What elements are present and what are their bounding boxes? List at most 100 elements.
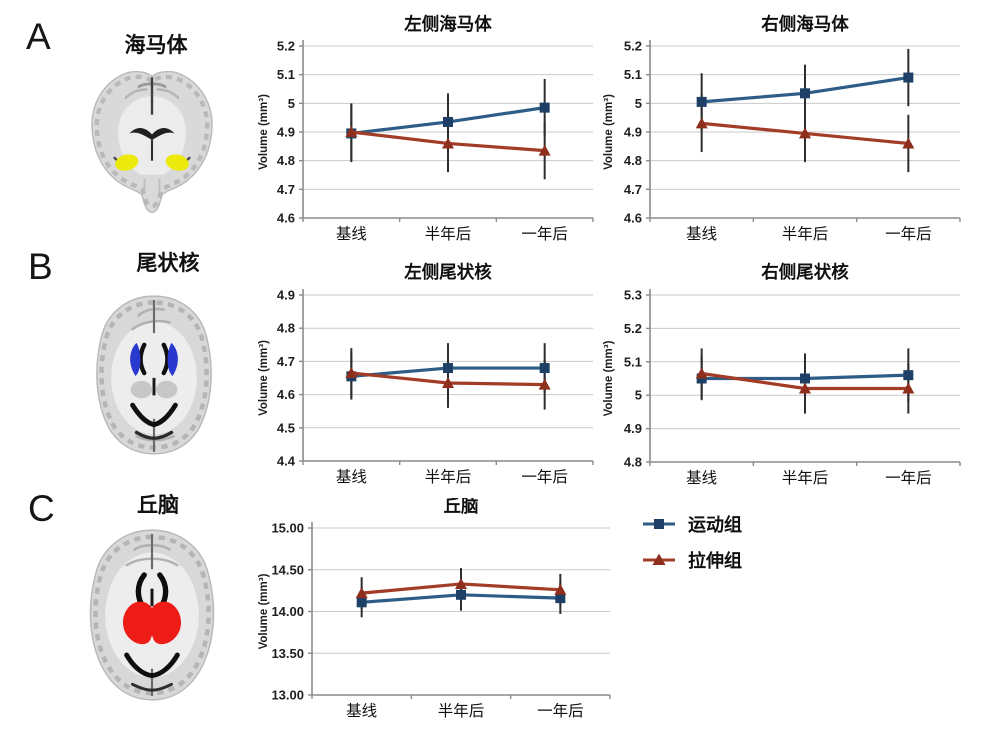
y-tick-labels: 5.2 5.1 5 4.9 4.8 4.7 4.6 [277, 39, 295, 226]
chart-svg-right-caudate: 5.3 5.2 5.1 5 4.9 4.8 基线 半年后 一年后 右侧尾状核 Volume (mm³… [603, 262, 961, 487]
brainstem-shading [143, 178, 161, 192]
series-exercise-group [356, 589, 566, 608]
marker-square [903, 72, 914, 83]
svg-text:半年后: 半年后 [438, 702, 485, 720]
svg-text:一年后: 一年后 [537, 702, 584, 720]
thalamus-left-gray [130, 380, 153, 399]
region-label-caudate: 尾状核 [136, 252, 200, 275]
caudate-highlight-left [130, 342, 141, 376]
gyrus-line [156, 88, 180, 100]
hippocampus-highlight-left [115, 154, 139, 171]
axes [646, 40, 961, 222]
marker-triangle [695, 117, 708, 129]
chart-title: 左侧尾状核 [404, 262, 492, 282]
brain-figure-caudate [80, 290, 228, 463]
marker-square [443, 363, 453, 374]
chart-title: 右侧尾状核 [760, 262, 849, 282]
x-tick-labels: 基线 半年后 一年后 [686, 469, 931, 487]
panel-letter-a: A [26, 16, 51, 57]
region-label-hippocampus: 海马体 [124, 34, 188, 57]
chart-title: 右侧海马体 [760, 14, 849, 34]
svg-text:5.1: 5.1 [624, 354, 642, 369]
series-stretch-group [695, 367, 915, 394]
posterior-horn-left [124, 652, 154, 678]
series-exercise-group [696, 72, 914, 107]
hippocampus-highlight-right [165, 154, 189, 171]
y-axis-label: Volume (mm³) [603, 94, 615, 170]
y-axis-label: Volume (mm³) [258, 340, 270, 416]
svg-text:5.2: 5.2 [277, 39, 295, 54]
y-tick-labels: 5.2 5.1 5 4.9 4.8 4.7 4.6 [624, 39, 642, 226]
chart-right-hippocampus: 5.2 5.1 5 4.9 4.8 4.7 4.6 基线 半年后 一年后 右侧海马体 Volume (… [600, 14, 972, 259]
marker-triangle [902, 382, 915, 394]
svg-text:4.7: 4.7 [624, 182, 642, 197]
svg-text:4.7: 4.7 [277, 354, 295, 369]
svg-text:一年后: 一年后 [885, 469, 932, 487]
series-stretch-group [695, 117, 915, 149]
svg-text:5: 5 [635, 388, 642, 403]
svg-text:14.00: 14.00 [271, 604, 304, 619]
marker-triangle [695, 367, 708, 379]
svg-text:13.00: 13.00 [271, 688, 304, 703]
svg-text:一年后: 一年后 [885, 225, 932, 243]
x-tick-labels: 基线 半年后 一年后 [336, 468, 568, 486]
chart-left-caudate: 4.9 4.8 4.7 4.6 4.5 4.4 基线 半年后 一年后 左侧尾状核 Volume (m… [255, 260, 600, 505]
marker-square [696, 373, 707, 384]
chart-title: 左侧海马体 [404, 14, 492, 34]
y-tick-labels: 4.9 4.8 4.7 4.6 4.5 4.4 [277, 288, 296, 469]
svg-text:4.9: 4.9 [277, 125, 295, 140]
axial-brain-slice [89, 529, 215, 701]
marker-triangle [455, 577, 467, 589]
svg-text:4.8: 4.8 [277, 153, 295, 168]
svg-text:5.2: 5.2 [624, 321, 642, 336]
white-matter [111, 321, 197, 435]
cortex-gyri-ring [93, 534, 211, 696]
y-tick-labels: 15.00 14.50 14.00 13.50 13.00 [271, 521, 304, 703]
marker-triangle [554, 583, 567, 595]
chart-title: 丘脑 [444, 498, 479, 516]
axes [299, 40, 594, 222]
chart-svg-thalamus: 15.00 14.50 14.00 13.50 13.00 基线 半年后 一年后 丘脑 Volum… [258, 496, 611, 720]
y-tick-labels: 5.3 5.2 5.1 5 4.9 4.8 [624, 288, 642, 470]
legend-label: 拉伸组 [688, 551, 742, 571]
marker-triangle [538, 378, 551, 390]
chart-legend: 运动组 拉伸组 [642, 506, 742, 578]
series-stretch-group [345, 367, 551, 390]
gyrus-line [124, 88, 148, 100]
legend-label: 运动组 [688, 515, 742, 535]
svg-text:14.50: 14.50 [271, 562, 304, 577]
axial-brain-slice [96, 295, 212, 455]
marker-triangle [345, 126, 358, 137]
y-axis-label: Volume (mm³) [603, 340, 615, 416]
svg-text:一年后: 一年后 [521, 225, 568, 243]
svg-text:4.4: 4.4 [277, 454, 296, 469]
chart-svg-left-caudate: 4.9 4.8 4.7 4.6 4.5 4.4 基线 半年后 一年后 左侧尾状核 Volume (m… [258, 262, 594, 486]
svg-text:5.2: 5.2 [624, 39, 642, 54]
marker-square [800, 373, 810, 384]
legend-item-exercise-group: 运动组 [642, 506, 742, 542]
svg-text:4.6: 4.6 [277, 387, 295, 402]
marker-triangle [345, 367, 358, 379]
legend-marker-triangle [643, 553, 675, 565]
thalamus-right-gray [155, 380, 178, 399]
legend-marker-square [643, 519, 675, 529]
y-axis-label: Volume (mm³) [258, 573, 270, 649]
marker-square [539, 102, 550, 113]
marker-square [539, 363, 550, 374]
svg-text:5.3: 5.3 [624, 288, 642, 303]
region-label-thalamus: 丘脑 [137, 494, 179, 517]
marker-square [696, 96, 707, 107]
svg-text:4.8: 4.8 [624, 455, 642, 470]
svg-text:4.9: 4.9 [624, 125, 642, 140]
svg-text:4.8: 4.8 [624, 153, 642, 168]
anterior-horn-right [161, 342, 170, 376]
svg-text:13.50: 13.50 [271, 646, 304, 661]
svg-text:5.1: 5.1 [624, 67, 642, 82]
x-tick-labels: 基线 半年后 一年后 [346, 702, 583, 720]
marker-square [443, 116, 453, 127]
marker-triangle [355, 587, 368, 599]
series-stretch-group [355, 577, 567, 599]
svg-text:半年后: 半年后 [782, 469, 829, 487]
x-tick-labels: 基线 半年后 一年后 [336, 225, 568, 243]
chart-svg-left-hippocampus: 5.2 5.1 5 4.9 4.8 4.7 4.6 基线 半年后 一年后 左侧海马体 Volume (… [258, 14, 594, 243]
